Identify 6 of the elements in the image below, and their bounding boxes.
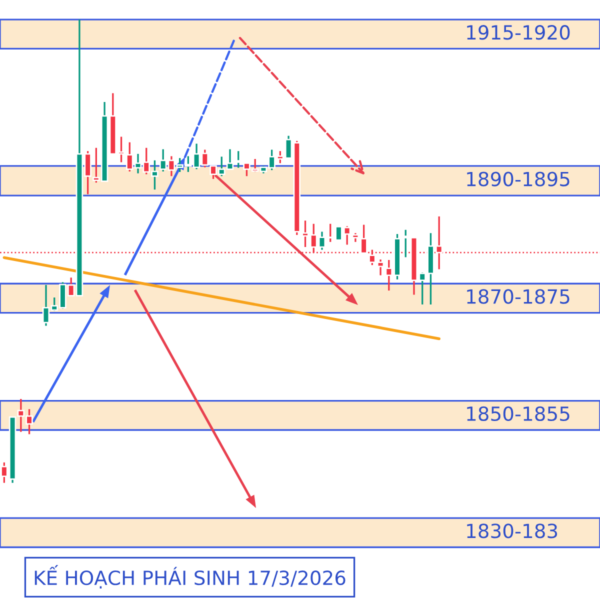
text: KẾ HOẠCH PHÁI SINH 17/3/2026 (34, 564, 346, 588)
band-label: 1890-1895 (467, 172, 570, 186)
band-label: 1850-1855 (467, 406, 570, 422)
band-label: 1915-1920 (467, 25, 570, 40)
band-label: 1830-183 (467, 524, 558, 538)
band-label: 1870-1875 (467, 289, 570, 304)
